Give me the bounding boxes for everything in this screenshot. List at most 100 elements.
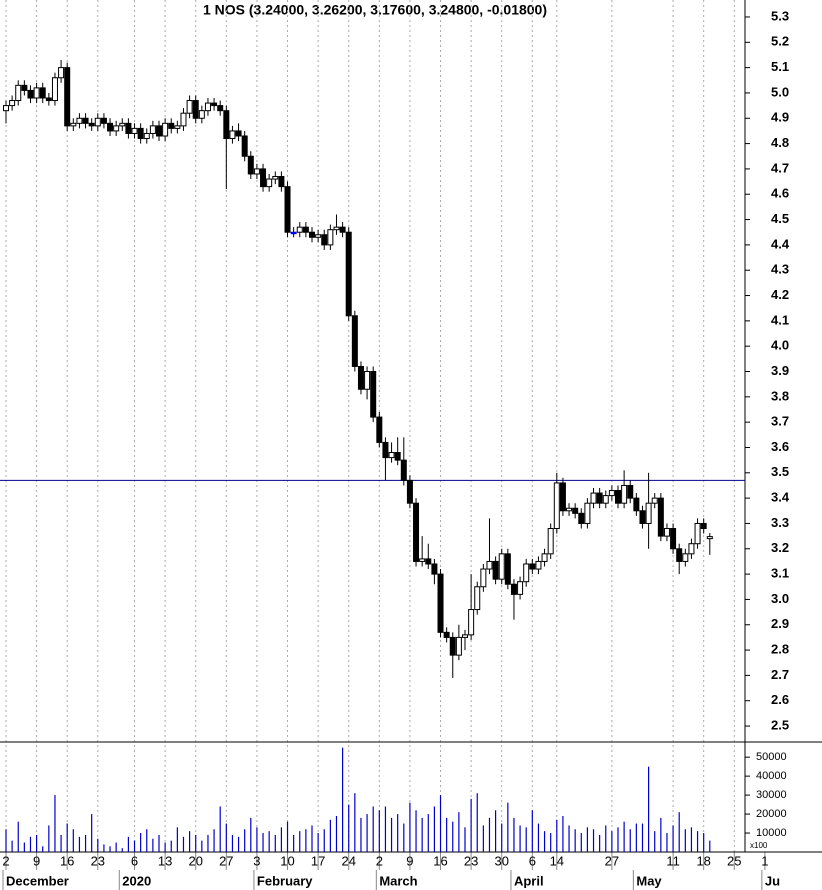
- volume-y-tick-label: 20000: [756, 808, 787, 820]
- candle-body: [260, 168, 267, 188]
- candle-body: [3, 105, 9, 112]
- y-tick-label: 4.7: [771, 160, 789, 175]
- x-tick-label: 6: [131, 853, 138, 868]
- x-tick-label: 2: [2, 853, 9, 868]
- candle-body: [125, 122, 132, 134]
- candle-body: [296, 226, 303, 233]
- x-tick-label: 13: [158, 853, 172, 868]
- candle-body: [339, 226, 346, 233]
- candle-body: [235, 130, 242, 137]
- candle-body: [419, 558, 426, 562]
- candle-body: [688, 543, 695, 555]
- candle-body: [651, 497, 658, 504]
- y-tick-label: 3.7: [771, 414, 789, 429]
- candle-body: [137, 127, 144, 140]
- candle-body: [149, 125, 156, 134]
- candle-body: [663, 528, 670, 537]
- candle-body: [468, 609, 475, 636]
- month-label: Ju: [765, 873, 780, 888]
- y-tick-label: 2.7: [771, 667, 789, 682]
- y-tick-label: 4.2: [771, 287, 789, 302]
- candle-body: [107, 122, 114, 132]
- candle-body: [621, 484, 628, 504]
- y-tick-label: 4.6: [771, 186, 789, 201]
- y-tick-label: 3.3: [771, 515, 789, 530]
- x-tick-label: 20: [188, 853, 202, 868]
- y-tick-label: 2.6: [771, 692, 789, 707]
- candle-body: [100, 117, 107, 124]
- candle-body: [253, 168, 260, 175]
- candle-body: [266, 178, 273, 188]
- candle-body: [400, 459, 407, 481]
- candle-body: [290, 231, 297, 235]
- month-label: April: [514, 873, 544, 888]
- candle-body: [327, 229, 334, 246]
- candle-body: [174, 125, 181, 129]
- candle-body: [198, 110, 205, 119]
- month-label: February: [257, 873, 313, 888]
- x-tick-label: 25: [727, 853, 741, 868]
- candle-body: [88, 122, 95, 127]
- volume-y-tick-label: 50000: [756, 751, 787, 763]
- x-tick-label: 23: [464, 853, 478, 868]
- candle-body: [566, 507, 573, 512]
- candle-body: [27, 89, 34, 99]
- x-tick-label: 27: [219, 853, 233, 868]
- candle-body: [596, 492, 603, 504]
- x-tick-label: 24: [341, 853, 355, 868]
- candle-body: [639, 510, 646, 524]
- candle-body: [33, 87, 40, 99]
- candle-body: [302, 226, 309, 233]
- candle-body: [45, 97, 52, 102]
- candle-body: [180, 112, 187, 127]
- candle-body: [284, 186, 291, 233]
- y-tick-label: 4.3: [771, 262, 789, 277]
- y-tick-label: 4.0: [771, 338, 789, 353]
- candle-body: [70, 122, 77, 127]
- volume-y-tick-label: 10000: [756, 827, 787, 839]
- candle-body: [676, 548, 683, 562]
- candle-body: [645, 502, 652, 524]
- candle-body: [657, 497, 664, 537]
- y-tick-label: 4.1: [771, 312, 789, 327]
- candle-body: [590, 492, 597, 504]
- candle-body: [706, 536, 713, 540]
- candle-body: [462, 634, 468, 638]
- candle-body: [315, 234, 322, 238]
- candle-body: [211, 102, 218, 107]
- x-tick-label: 2: [376, 853, 383, 868]
- y-tick-label: 3.9: [771, 363, 789, 378]
- candle-body: [633, 497, 640, 512]
- y-tick-label: 5.3: [771, 8, 789, 23]
- candle-body: [247, 155, 254, 175]
- candle-body: [486, 560, 493, 570]
- candle-body: [572, 507, 579, 514]
- candle-body: [529, 563, 536, 570]
- candle-body: [143, 132, 150, 140]
- candle-body: [498, 553, 505, 580]
- candle-body: [431, 563, 438, 575]
- candle-body: [364, 371, 371, 390]
- candle-body: [204, 102, 211, 112]
- candle-body: [437, 573, 444, 633]
- candle-body: [455, 636, 462, 656]
- candle-body: [553, 482, 560, 530]
- y-tick-label: 5.2: [771, 34, 789, 49]
- candle-body: [94, 117, 101, 127]
- candle-body: [217, 105, 224, 112]
- candle-body: [345, 231, 352, 317]
- y-tick-label: 5.0: [771, 84, 789, 99]
- candle-body: [700, 522, 707, 530]
- candle-body: [541, 553, 548, 562]
- y-tick-label: 2.8: [771, 642, 789, 657]
- candle-body: [413, 502, 420, 562]
- candle-body: [388, 452, 395, 459]
- candle-body: [615, 490, 621, 504]
- candle-body: [449, 636, 456, 656]
- x-tick-label: 1: [761, 853, 768, 868]
- month-label: March: [379, 873, 417, 888]
- candle-body: [406, 479, 413, 504]
- candle-body: [394, 452, 401, 461]
